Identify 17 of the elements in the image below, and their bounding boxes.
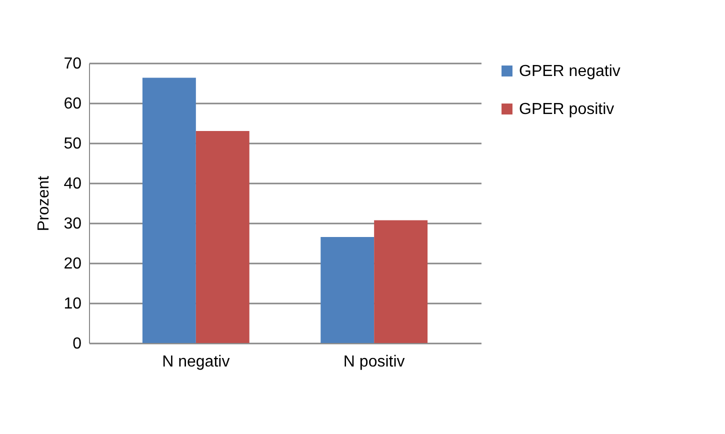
y-tick-label: 40	[64, 176, 82, 192]
y-tick-label: 10	[64, 296, 82, 312]
y-tick-label: 70	[64, 56, 82, 72]
y-tick-label: 20	[64, 256, 82, 272]
y-axis-title: Prozent	[36, 175, 53, 232]
bar	[374, 220, 428, 343]
legend-label: GPER negativ	[519, 63, 620, 80]
legend-label: GPER positiv	[519, 101, 614, 118]
x-tick-label: N negativ	[162, 354, 230, 370]
y-tick-label: 60	[64, 96, 82, 112]
y-tick-label: 50	[64, 136, 82, 152]
bar	[320, 237, 374, 343]
x-tick-label: N positiv	[343, 354, 405, 370]
bar	[196, 131, 250, 343]
y-tick-label: 30	[64, 216, 82, 232]
y-tick-label: 0	[72, 336, 82, 352]
bar	[142, 78, 196, 343]
